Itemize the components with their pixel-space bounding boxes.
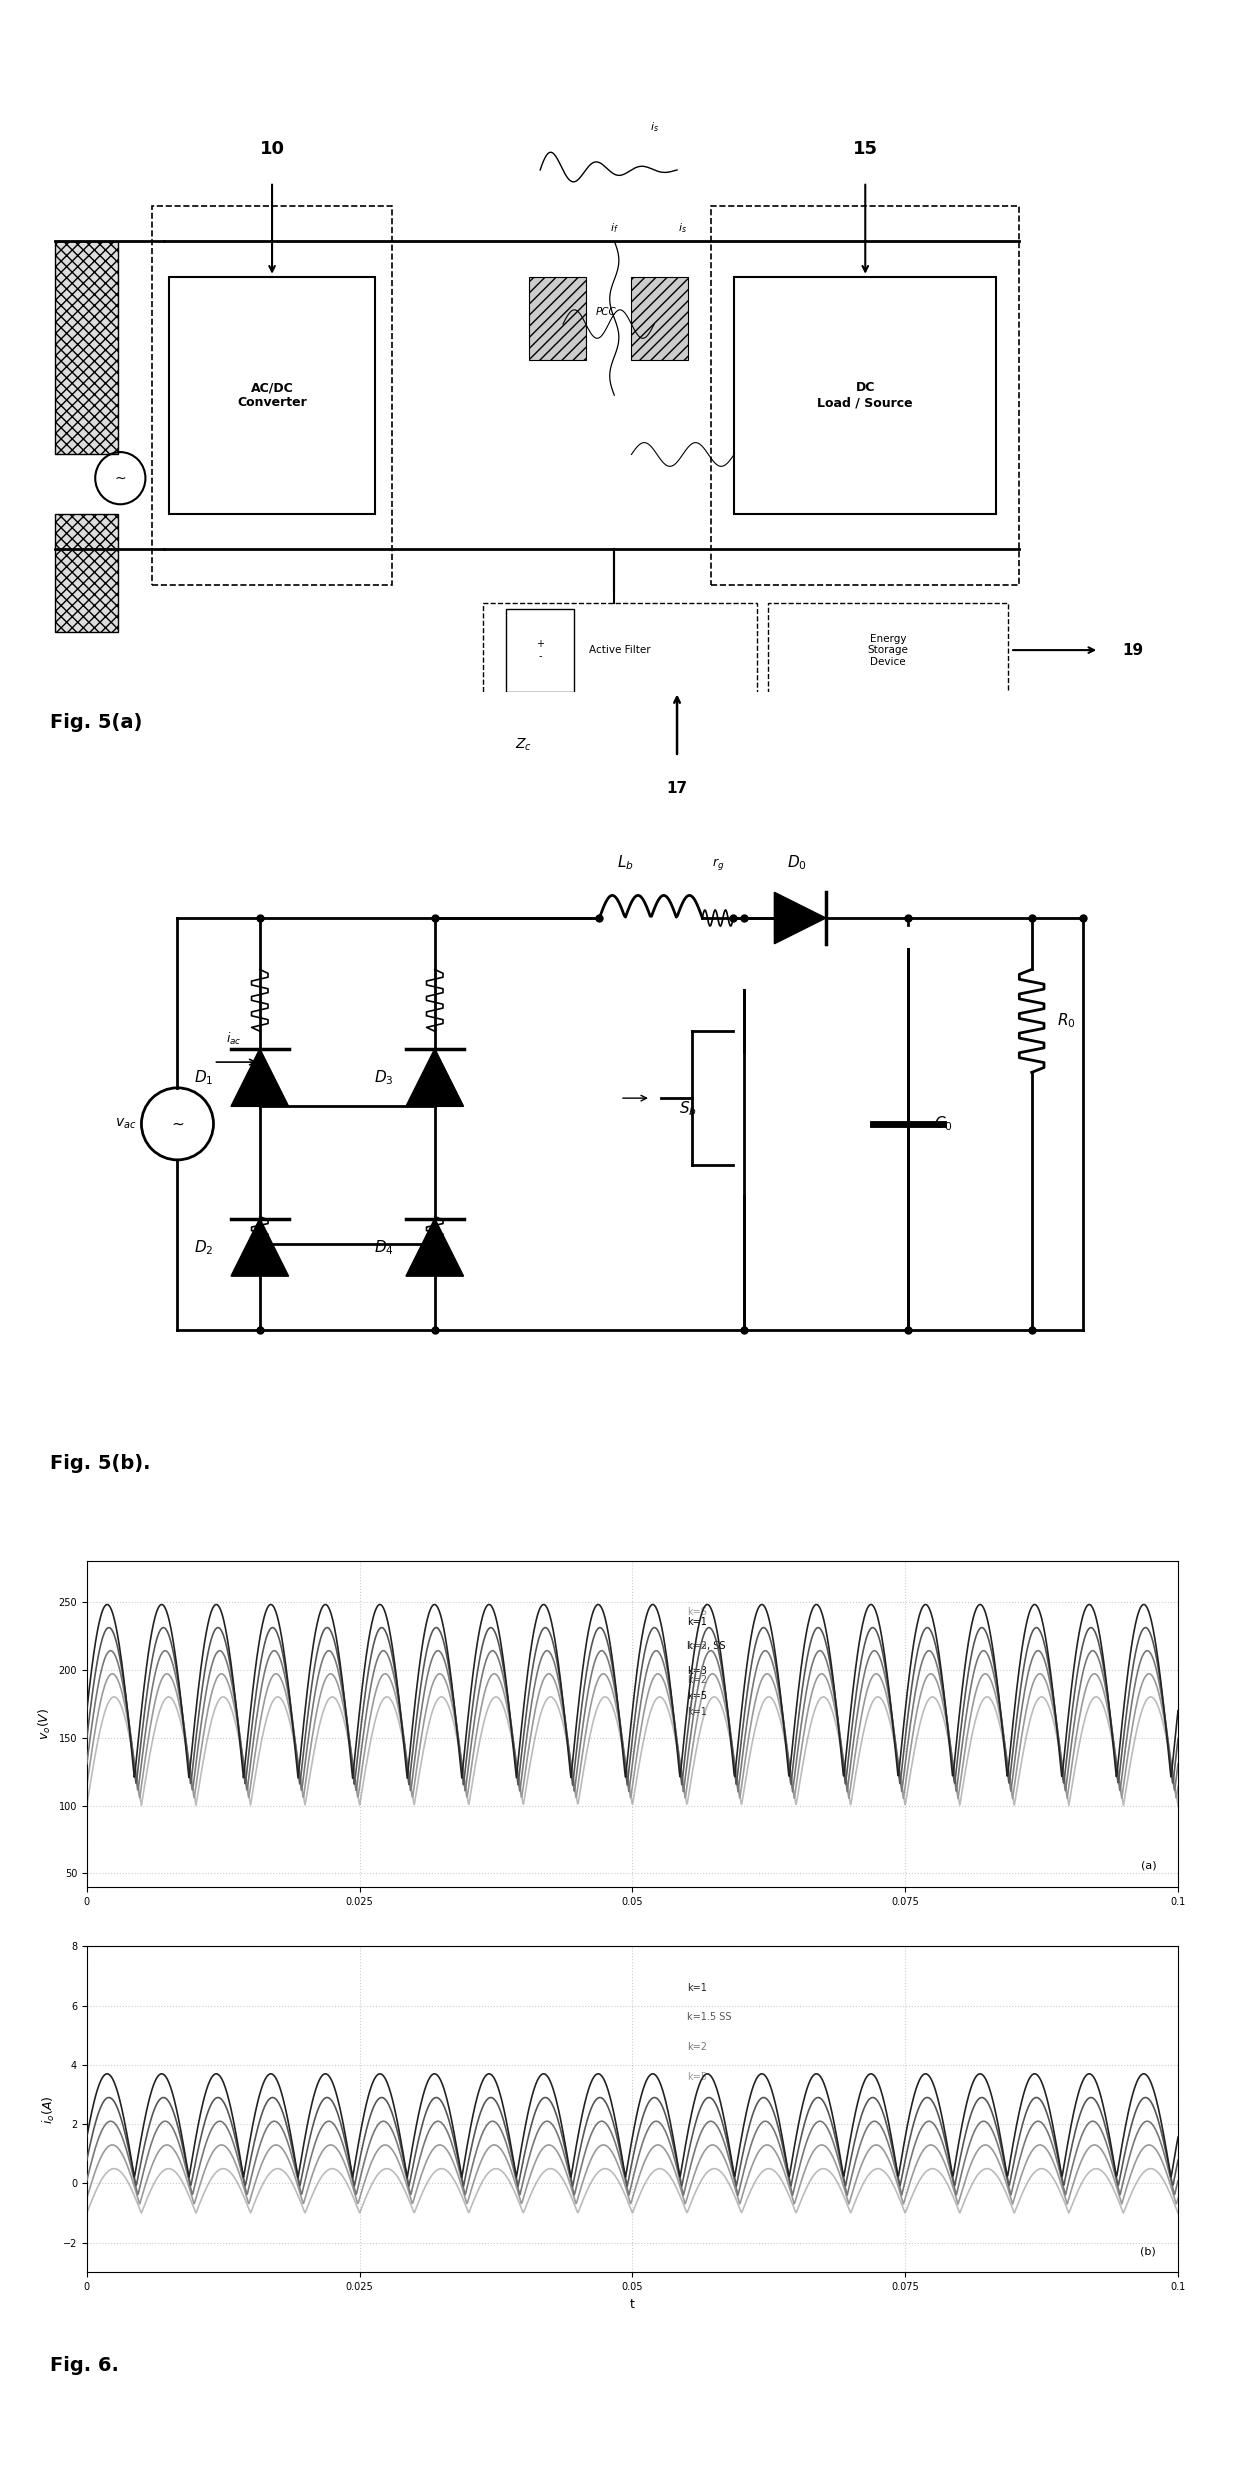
Text: $S_b$: $S_b$ (680, 1099, 697, 1119)
FancyBboxPatch shape (769, 603, 1008, 716)
Text: ~: ~ (114, 472, 126, 484)
X-axis label: t: t (630, 2297, 635, 2309)
Polygon shape (405, 1050, 464, 1107)
Polygon shape (774, 892, 826, 944)
FancyBboxPatch shape (528, 277, 585, 361)
Text: $i_{ac}$: $i_{ac}$ (227, 1030, 242, 1047)
Y-axis label: $i_o(A)$: $i_o(A)$ (41, 2095, 57, 2124)
Text: 15: 15 (853, 141, 878, 158)
FancyBboxPatch shape (734, 277, 997, 514)
Text: Active Filter: Active Filter (589, 645, 651, 655)
Text: $v_{ac}$: $v_{ac}$ (115, 1116, 136, 1131)
Text: $i_s$: $i_s$ (650, 121, 658, 133)
Text: k=5: k=5 (687, 2072, 707, 2082)
Text: $D_2$: $D_2$ (195, 1237, 213, 1257)
Text: k=S: k=S (687, 1608, 707, 1618)
Text: $i_f$: $i_f$ (610, 222, 619, 235)
Text: +
-: + - (536, 640, 544, 662)
Text: 17: 17 (666, 781, 688, 795)
FancyBboxPatch shape (56, 242, 118, 454)
Text: PCC: PCC (596, 306, 616, 316)
Y-axis label: $v_o(V)$: $v_o(V)$ (37, 1707, 53, 1741)
Text: $C_0$: $C_0$ (934, 1114, 952, 1134)
FancyBboxPatch shape (56, 514, 118, 632)
Text: $D_4$: $D_4$ (373, 1237, 393, 1257)
Text: $Z_c$: $Z_c$ (515, 736, 532, 753)
Text: k=3: k=3 (687, 1643, 707, 1652)
Text: Fig. 5(a): Fig. 5(a) (50, 714, 141, 731)
Text: $r_g$: $r_g$ (712, 855, 724, 872)
Text: 19: 19 (1122, 642, 1143, 657)
Text: k=2: k=2 (687, 1675, 707, 1685)
FancyBboxPatch shape (506, 608, 574, 692)
FancyBboxPatch shape (153, 205, 392, 585)
Text: k=1.5 SS: k=1.5 SS (687, 2013, 732, 2023)
Text: $L_b$: $L_b$ (616, 852, 634, 872)
Polygon shape (231, 1050, 289, 1107)
Text: (a): (a) (1141, 1860, 1156, 1870)
Polygon shape (231, 1218, 289, 1277)
Text: k=1: k=1 (687, 1983, 707, 1993)
Text: k=3: k=3 (687, 1665, 707, 1675)
Text: 10: 10 (259, 141, 284, 158)
Text: $R_0$: $R_0$ (1058, 1013, 1076, 1030)
Text: Energy
Storage
Device: Energy Storage Device (868, 632, 909, 667)
Polygon shape (405, 1218, 464, 1277)
Text: Fig. 5(b).: Fig. 5(b). (50, 1455, 150, 1472)
Text: $i_s$: $i_s$ (678, 222, 687, 235)
Text: k=2: k=2 (687, 2043, 707, 2053)
Text: k=2, SS: k=2, SS (687, 1640, 725, 1650)
Text: ~: ~ (171, 1116, 184, 1131)
Text: $D_1$: $D_1$ (193, 1067, 213, 1087)
Text: AC/DC
Converter: AC/DC Converter (237, 380, 308, 410)
FancyBboxPatch shape (712, 205, 1019, 585)
Text: k=1: k=1 (687, 1618, 707, 1628)
Text: k=1: k=1 (687, 1707, 707, 1717)
Text: Fig. 6.: Fig. 6. (50, 2356, 119, 2374)
Text: k=5: k=5 (687, 1692, 707, 1702)
Text: $D_0$: $D_0$ (787, 852, 807, 872)
Text: DC
Load / Source: DC Load / Source (817, 380, 913, 410)
FancyBboxPatch shape (631, 277, 688, 361)
Text: $D_3$: $D_3$ (374, 1067, 393, 1087)
Text: (b): (b) (1141, 2245, 1156, 2255)
FancyBboxPatch shape (484, 603, 756, 716)
FancyBboxPatch shape (170, 277, 374, 514)
